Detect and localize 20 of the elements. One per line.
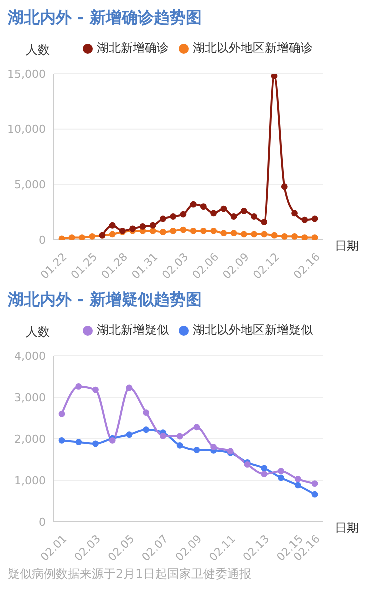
legend-label: 湖北新增确诊: [97, 41, 169, 55]
text: 疑似病例数据来源于2月1日起国家卫健委通报: [8, 566, 252, 583]
y-tick-label: 3,000: [14, 391, 46, 404]
y-tick-label: 15,000: [8, 68, 46, 81]
y-tick-label: 1,000: [14, 474, 46, 488]
y-tick-label: 4,000: [14, 350, 46, 363]
chart-title: 湖北内外 - 新增疑似趋势图: [8, 290, 203, 311]
legend-label: 湖北以外地区新增确诊: [193, 41, 313, 55]
legend-label: 湖北以外地区新增疑似: [193, 323, 313, 337]
chart-title: 湖北内外 - 新增确诊趋势图: [8, 8, 203, 29]
x-axis-title: 日期: [335, 520, 359, 537]
y-tick-label: 2,000: [14, 432, 46, 446]
y-axis-title: 人数: [26, 324, 50, 341]
y-tick-label: 0: [39, 516, 46, 529]
y-axis-title: 人数: [26, 42, 50, 59]
legend-label: 湖北新增疑似: [97, 323, 169, 337]
y-tick-label: 0: [39, 234, 46, 247]
x-axis-title: 日期: [335, 238, 359, 255]
y-tick-label: 10,000: [8, 123, 46, 136]
y-tick-label: 5,000: [14, 178, 46, 192]
